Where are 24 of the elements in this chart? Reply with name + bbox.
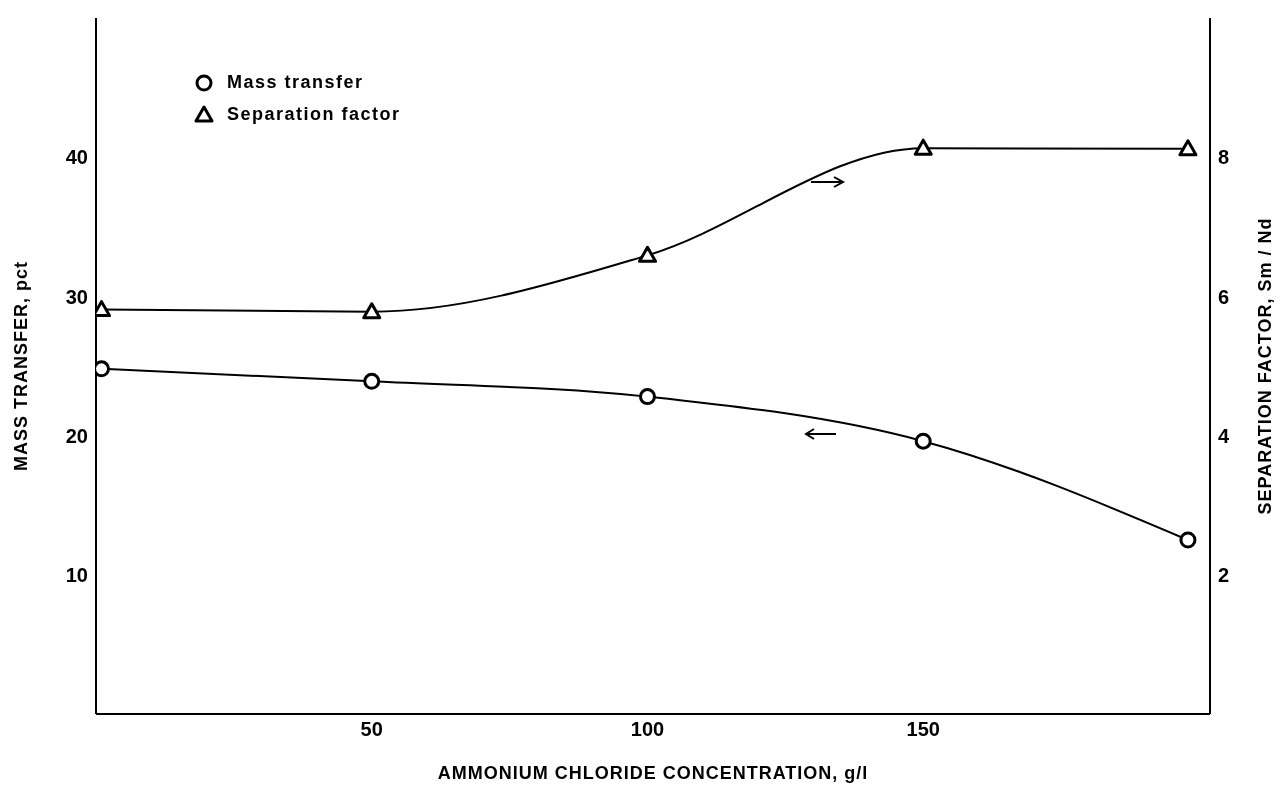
y-tick-label: 30: [65, 285, 88, 308]
point: [1178, 139, 1198, 157]
y2-tick-label: 4: [1218, 424, 1230, 447]
x-tick-label: 100: [630, 718, 665, 741]
y-axis-title: MASS TRANSFER, pct: [11, 260, 32, 472]
point: [637, 245, 657, 263]
legend-label: Mass transfer: [227, 71, 364, 93]
point: [362, 302, 382, 320]
y-tick-label: 40: [65, 146, 88, 169]
y2-axis-title: SEPARATION FACTOR, Sm / Nd: [1255, 217, 1276, 515]
point: [1179, 531, 1197, 549]
y-tick-label: 20: [65, 424, 88, 447]
x-tick-label: 150: [906, 718, 940, 741]
y2-tick-label: 2: [1218, 563, 1230, 586]
point: [638, 388, 656, 406]
legend-label: Separation factor: [227, 103, 401, 125]
y-tick-label: 10: [65, 563, 88, 586]
y2-tick-label: 6: [1218, 285, 1230, 308]
point: [363, 372, 381, 390]
x-tick-label: 50: [360, 718, 383, 741]
point: [914, 432, 932, 450]
y2-tick-label: 8: [1218, 146, 1230, 169]
point: [913, 138, 933, 156]
x-axis-title: AMMONIUM CHLORIDE CONCENTRATION, g/l: [437, 763, 869, 783]
